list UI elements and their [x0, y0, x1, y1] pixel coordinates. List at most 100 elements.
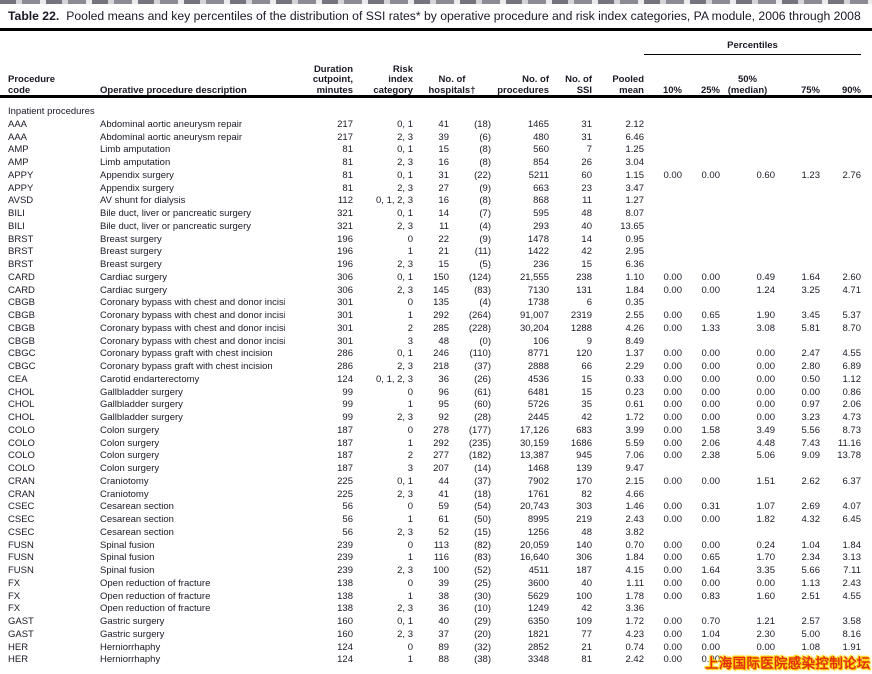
cell-p50-median: [720, 208, 775, 221]
cell-num-procedures: 30,204: [519, 322, 549, 334]
cell-p50-median: [720, 246, 775, 259]
cell-p10: [644, 144, 682, 157]
table-row: COLO Colon surgery 187 2 277 (182) 13,387 945 7.…: [8, 450, 861, 463]
cell-risk-index: 1: [407, 399, 413, 411]
cell-num-ssi: 945: [576, 450, 592, 462]
table-row: CSEC Cesarean section 56 0 59 (54) 20,743 303 1.…: [8, 501, 861, 514]
cell-p10: [644, 221, 682, 234]
cell-risk-index: 1: [407, 437, 413, 449]
cell-duration-cutpoint: 81: [342, 157, 353, 168]
cell-description: Breast surgery: [100, 233, 162, 245]
cell-p90: 7.11: [843, 565, 861, 576]
cell-duration-cutpoint: 160: [337, 616, 353, 627]
cell-num-hospitals: 89: [438, 641, 449, 653]
cell-procedure-code: CHOL: [8, 412, 35, 423]
cell-description: Spinal fusion: [100, 565, 155, 576]
cell-num-procedures: 4536: [527, 373, 549, 385]
cell-num-ssi: 81: [581, 654, 592, 666]
cell-procedure-code: CARD: [8, 284, 35, 296]
cell-p10: 0.00: [663, 616, 683, 627]
table-row: GAST Gastric surgery 160 2, 3 37 (20) 1821 77 4.…: [8, 629, 861, 642]
cell-p90: [820, 336, 861, 349]
cell-pooled-mean: 1.46: [625, 501, 645, 513]
cell-num-hospitals: 277: [433, 450, 449, 462]
cell-p25: 2.38: [701, 450, 721, 462]
column-header-row: Procedure code Operative procedure descr…: [8, 55, 861, 101]
cell-p25: 0.00: [701, 514, 721, 525]
table-row: CHOL Gallbladder surgery 99 1 95 (60) 5726 35 0.…: [8, 399, 861, 412]
cell-num-hospitals: 27: [438, 182, 449, 194]
cell-num-hospitals: 285: [433, 322, 449, 334]
cell-p10: [644, 195, 682, 208]
cell-num-hospitals: 95: [438, 399, 449, 411]
cell-num-ssi: 26: [581, 157, 592, 168]
cell-p10: 0.00: [663, 169, 683, 181]
cell-description: Bile duct, liver or pancreatic surgery: [100, 220, 252, 232]
cell-pooled-mean: 1.15: [625, 169, 645, 181]
table-row: FX Open reduction of fracture 138 1 38 (30) 56…: [8, 591, 861, 604]
cell-num-hospitals-paren: (7): [479, 208, 491, 219]
cell-description: Cardiac surgery: [100, 271, 168, 283]
cell-num-hospitals: 39: [438, 577, 449, 589]
cell-p90: [820, 297, 861, 310]
cell-p90: [820, 157, 861, 170]
cell-p75: [775, 208, 820, 221]
table-row: FUSN Spinal fusion 239 1 116 (83) 16,640 306 1.8…: [8, 552, 861, 565]
cell-pooled-mean: 0.74: [625, 641, 645, 653]
cell-p10: [644, 119, 682, 132]
cell-p10: [644, 132, 682, 145]
cell-duration-cutpoint: 160: [337, 628, 353, 640]
cell-procedure-code: COLO: [8, 450, 35, 462]
cell-procedure-code: APPY: [8, 182, 34, 194]
cell-risk-index: 2, 3: [397, 220, 413, 232]
cell-risk-index: 1: [407, 590, 413, 602]
cell-p25: 0.00: [701, 654, 721, 666]
cell-num-procedures: 1256: [527, 526, 549, 538]
cell-procedure-code: FX: [8, 590, 21, 602]
cell-p90: [820, 527, 861, 540]
cell-p25: 0.00: [701, 361, 721, 372]
cell-num-hospitals: 145: [433, 284, 449, 296]
cell-p10: [644, 208, 682, 221]
cell-num-procedures: 6481: [527, 386, 549, 398]
cell-risk-index: 0: [407, 424, 413, 436]
cell-p75: 2.80: [801, 361, 821, 372]
cell-description: Colon surgery: [100, 437, 160, 449]
cell-p75: [775, 297, 820, 310]
table-row: BRST Breast surgery 196 1 21 (11) 1422 42 2.95: [8, 246, 861, 259]
cell-p90: [820, 234, 861, 247]
cell-risk-index: 0, 1: [397, 118, 413, 130]
cell-p75: 2.34: [801, 552, 821, 564]
cell-num-hospitals-paren: (0): [479, 335, 491, 347]
cell-procedure-code: AAA: [8, 118, 28, 130]
cell-duration-cutpoint: 138: [337, 577, 353, 589]
cell-p90: [820, 246, 861, 259]
cell-p75: 1.04: [801, 539, 821, 551]
cell-procedure-code: COLO: [8, 424, 35, 436]
cell-num-hospitals-paren: (26): [474, 373, 491, 385]
cell-p25: [682, 234, 720, 247]
cell-p25: 0.00: [701, 641, 721, 653]
cell-description: Open reduction of fracture: [100, 603, 211, 615]
cell-num-hospitals: 292: [433, 310, 449, 321]
cell-num-procedures: 5211: [528, 169, 549, 181]
table-row: FUSN Spinal fusion 239 2, 3 100 (52) 4511 187 4.…: [8, 565, 861, 578]
cell-p90: 8.16: [842, 628, 862, 640]
cell-num-ssi: 139: [576, 463, 592, 474]
cell-procedure-code: CBGB: [8, 297, 35, 309]
cell-risk-index: 2, 3: [397, 361, 413, 372]
cell-p50-median: [720, 183, 775, 196]
cell-p90: 5.37: [842, 310, 862, 321]
cell-risk-index: 0, 1, 2, 3: [376, 195, 413, 207]
cell-p75: 2.69: [801, 501, 821, 513]
cell-num-hospitals-paren: (8): [479, 195, 491, 207]
cell-num-ssi: 219: [576, 514, 592, 525]
cell-num-procedures: 868: [533, 195, 549, 207]
cell-p25: 0.31: [701, 501, 721, 513]
cell-p10: 0.00: [663, 361, 683, 372]
cell-p90: 11.16: [837, 437, 861, 449]
cell-num-hospitals-paren: (10): [474, 603, 491, 615]
cell-num-hospitals-paren: (83): [474, 284, 491, 296]
cell-description: Craniotomy: [100, 475, 149, 487]
cell-num-hospitals: 16: [438, 157, 449, 168]
